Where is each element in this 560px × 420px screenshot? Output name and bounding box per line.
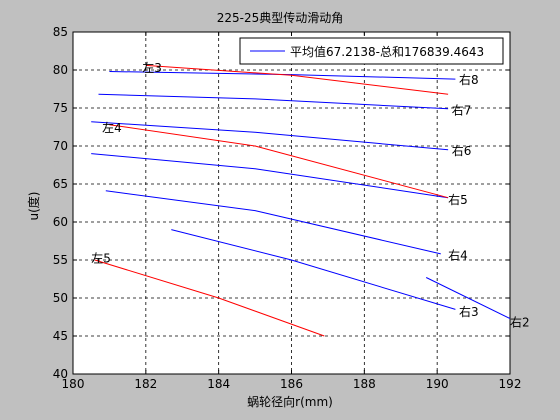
x-tick-label: 190 [426, 377, 449, 391]
series-group [91, 64, 511, 337]
series-line [94, 259, 325, 337]
x-tick-label: 192 [499, 377, 522, 391]
y-tick-label: 45 [53, 329, 68, 343]
series-line [105, 190, 441, 255]
y-tick-label: 80 [53, 63, 68, 77]
x-tick-label: 180 [62, 377, 85, 391]
series-label: 右4 [448, 248, 468, 263]
series-label: 右8 [459, 72, 479, 87]
series-line [98, 93, 449, 110]
y-tick-label: 50 [53, 291, 68, 305]
series-line [109, 71, 456, 80]
y-tick-label: 60 [53, 215, 68, 229]
y-tick-label: 40 [53, 367, 68, 381]
y-tick-label: 65 [53, 177, 68, 191]
series-label: 左4 [102, 120, 122, 135]
y-axis-label: u(度) [26, 192, 41, 221]
y-tick-label: 70 [53, 139, 68, 153]
axis-ticks: 180 182 184 186 188 190 192 40 45 50 55 60 65 70 75 80 8… [53, 25, 522, 391]
y-tick-label: 85 [53, 25, 68, 39]
x-axis-label: 蜗轮径向r(mm) [247, 394, 333, 409]
series-label: 左5 [91, 251, 111, 266]
series-line [145, 64, 449, 95]
series-label: 左3 [142, 60, 162, 75]
y-tick-label: 55 [53, 253, 68, 267]
chart-title: 225-25典型传动滑动角 [217, 10, 344, 25]
series-label: 右5 [448, 192, 468, 207]
series-label: 右7 [452, 103, 472, 118]
series-line [91, 153, 449, 199]
y-tick-label: 75 [53, 101, 68, 115]
series-line [425, 277, 511, 319]
series-label: 右2 [510, 315, 530, 330]
x-tick-label: 188 [353, 377, 376, 391]
series-label: 右6 [452, 143, 472, 158]
series-line [171, 229, 456, 310]
series-line [91, 121, 449, 151]
x-tick-label: 186 [280, 377, 303, 391]
series-line [109, 124, 449, 199]
legend-entry: 平均值67.2138-总和176839.4643 [290, 44, 484, 59]
annotation-group: 左3 右8 右7 左4 右6 右5 右4 左5 右3 右2 [91, 60, 529, 330]
legend: 平均值67.2138-总和176839.4643 [239, 37, 504, 65]
x-tick-label: 182 [134, 377, 157, 391]
series-label: 右3 [459, 304, 479, 319]
x-tick-label: 184 [207, 377, 230, 391]
